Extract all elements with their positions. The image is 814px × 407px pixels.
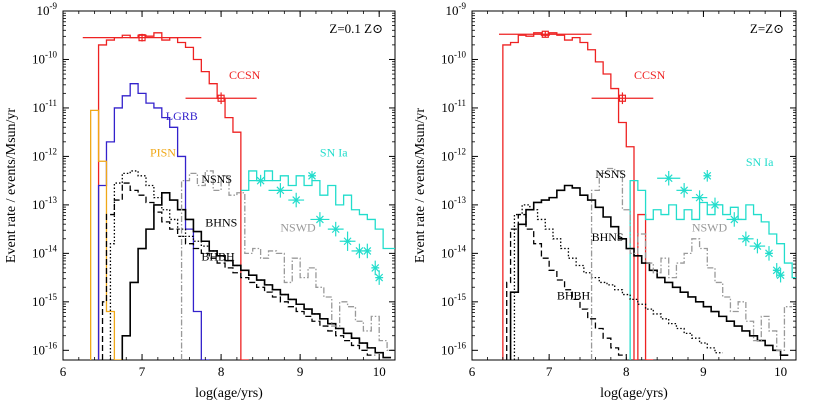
series-line-sn-ia <box>629 180 796 360</box>
x-tick-label: 8 <box>218 364 225 379</box>
series-label-sn-ia: SN Ia <box>746 155 774 169</box>
observed-point-snia <box>691 190 708 205</box>
observed-point-snia <box>371 260 380 276</box>
x-tick-label: 6 <box>469 364 476 379</box>
series-label-sn-ia: SN Ia <box>320 145 348 159</box>
x-axis-title: log(age/yrs) <box>195 386 263 401</box>
observed-point-snia <box>288 192 305 208</box>
x-tick-label: 6 <box>60 364 67 379</box>
panel-metallicity-label: Z=Z⊙ <box>750 21 784 36</box>
y-axis-title: Event rate / events/Msun/yr <box>413 108 428 263</box>
y-tick-label: 10-14 <box>32 243 57 260</box>
y-tick-label: 10-14 <box>441 243 466 260</box>
y-tick-label: 10-9 <box>37 1 58 18</box>
panel-solar-metallicity: 6 7 8 9 10 10-16 10-15 10-14 10-13 10-12 10-11 10-1… <box>413 1 797 401</box>
observed-point-snia <box>268 183 293 198</box>
y-tick-label: 10-11 <box>441 98 466 115</box>
series-line-bhbh <box>109 170 376 360</box>
observed-point-snia <box>776 267 785 283</box>
plot-frame <box>62 10 396 361</box>
y-tick-label: 10-15 <box>441 292 466 309</box>
series-label-ccsn: CCSN <box>634 68 666 82</box>
observed-point-snia <box>308 170 316 181</box>
observed-point-snia <box>703 169 712 182</box>
panel-metallicity-label: Z=0.1 Z⊙ <box>329 21 383 36</box>
x-tick-label: 10 <box>774 364 787 379</box>
observed-point-snia <box>375 270 384 285</box>
series-line-nswd <box>590 167 793 360</box>
y-tick-label: 10-9 <box>446 1 467 18</box>
series-label-bhns: BHNS <box>592 230 624 244</box>
y-tick-label: 10-12 <box>441 146 466 163</box>
series-line-bhns <box>101 182 376 360</box>
series-line-bhns <box>513 204 723 360</box>
observed-point-snia <box>726 212 742 227</box>
series-label-bhns: BHNS <box>205 216 237 230</box>
observed-point-snia <box>676 183 692 198</box>
y-tick-label: 10-15 <box>32 292 57 309</box>
y-axis-title: Event rate / events/Msun/yr <box>4 108 19 263</box>
observed-point-ccsn <box>591 92 654 105</box>
series-label-pisn: PISN <box>150 145 176 159</box>
x-tick-label: 7 <box>139 364 146 379</box>
panel-low-metallicity: 6 7 8 9 10 10-16 10-15 10-14 10-13 10-12 10-11 10-1… <box>4 1 396 401</box>
observed-point-snia <box>765 246 773 261</box>
y-tick-label: 10-10 <box>32 49 57 66</box>
y-tick-label: 10-11 <box>32 98 57 115</box>
series-label-bhbh: BHBH <box>201 250 235 264</box>
observed-point-snia <box>310 212 330 227</box>
x-tick-label: 7 <box>546 364 553 379</box>
observed-point-snia <box>339 231 356 251</box>
observed-point-snia <box>248 174 273 187</box>
series-line-nsns <box>509 184 789 360</box>
series-line-bhbh <box>506 213 627 360</box>
y-tick-label: 10-13 <box>441 195 466 212</box>
x-axis-title: log(age/yrs) <box>600 386 668 401</box>
series-line-lgrb <box>97 83 210 360</box>
observed-point-ccsn <box>185 92 257 105</box>
x-tick-label: 8 <box>623 364 630 379</box>
observed-point-snia <box>363 243 372 259</box>
y-tick-label: 10-12 <box>32 146 57 163</box>
series-line-ccsn <box>502 32 654 360</box>
series-line-nsns <box>121 191 392 360</box>
y-tick-label: 10-16 <box>32 340 57 357</box>
observed-point-snia <box>707 197 723 213</box>
observed-point-snia <box>327 221 344 237</box>
plot-area <box>82 32 395 360</box>
x-tick-label: 9 <box>297 364 304 379</box>
series-label-nswd: NSWD <box>692 221 728 235</box>
series-line-ccsn <box>97 32 249 360</box>
series-line-nswd <box>180 170 395 360</box>
observed-point-ccsn <box>82 33 202 42</box>
y-tick-label: 10-16 <box>441 340 466 357</box>
series-label-lgrb: LGRB <box>166 109 198 123</box>
y-tick-label: 10-10 <box>441 49 466 66</box>
y-tick-label: 10-13 <box>32 195 57 212</box>
series-label-nsns: NSNS <box>595 167 626 181</box>
observed-point-snia <box>749 238 766 254</box>
x-tick-label: 10 <box>373 364 386 379</box>
series-label-nswd: NSWD <box>280 221 316 235</box>
series-label-nsns: NSNS <box>201 172 232 186</box>
series-line-pisn <box>90 109 123 360</box>
plot-area <box>499 30 796 360</box>
series-line-sn-ia <box>240 170 395 250</box>
observed-point-snia <box>738 231 754 247</box>
series-label-bhbh: BHBH <box>557 288 591 302</box>
series-label-ccsn: CCSN <box>229 68 261 82</box>
observed-point-snia <box>657 170 681 186</box>
x-tick-label: 9 <box>700 364 707 379</box>
observed-point-ccsn <box>499 30 592 38</box>
